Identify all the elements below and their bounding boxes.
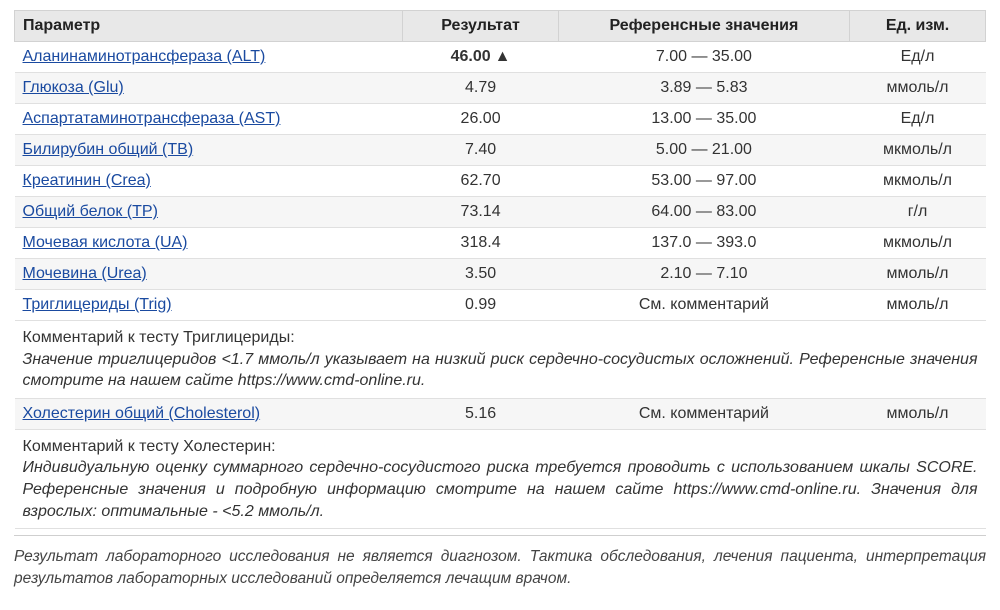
result-cell: 5.16 <box>403 398 558 429</box>
table-row: Общий белок (TP) 73.14 64.00 — 83.00г/л <box>15 197 986 228</box>
param-cell: Аланинаминотрансфераза (ALT) <box>15 42 403 73</box>
result-value: 46.00 <box>451 48 491 65</box>
result-cell: 318.4 <box>403 228 558 259</box>
lab-report-page: Параметр Результат Референсные значения … <box>0 0 1000 610</box>
result-value: 3.50 <box>465 265 496 282</box>
unit-cell: ммоль/л <box>850 259 986 290</box>
unit-cell: ммоль/л <box>850 73 986 104</box>
result-value: 318.4 <box>461 234 501 251</box>
table-header-row: Параметр Результат Референсные значения … <box>15 11 986 42</box>
reference-cell: 13.00 — 35.00 <box>558 104 849 135</box>
table-row: Мочевая кислота (UA) 318.4 137.0 — 393.0мк… <box>15 228 986 259</box>
result-value: 0.99 <box>465 296 496 313</box>
unit-cell: мкмоль/л <box>850 228 986 259</box>
comment-body: Индивидуальную оценку суммарного сердечн… <box>23 457 978 522</box>
result-value: 7.40 <box>465 141 496 158</box>
unit-cell: Ед/л <box>850 104 986 135</box>
param-cell: Глюкоза (Glu) <box>15 73 403 104</box>
unit-cell: ммоль/л <box>850 290 986 321</box>
result-value: 26.00 <box>461 110 501 127</box>
param-cell: Креатинин (Crea) <box>15 166 403 197</box>
result-cell: 0.99 <box>403 290 558 321</box>
lab-results-table: Параметр Результат Референсные значения … <box>14 10 986 529</box>
reference-cell: 5.00 — 21.00 <box>558 135 849 166</box>
result-cell: 4.79 <box>403 73 558 104</box>
param-cell: Аспартатаминотрансфераза (AST) <box>15 104 403 135</box>
param-link[interactable]: Мочевина (Urea) <box>23 265 147 282</box>
comment-body: Значение триглицеридов <1.7 ммоль/л указ… <box>23 349 978 392</box>
param-cell: Триглицериды (Trig) <box>15 290 403 321</box>
param-cell: Общий белок (TP) <box>15 197 403 228</box>
comment-cell: Комментарий к тесту Триглицериды:Значени… <box>15 321 986 399</box>
param-link[interactable]: Триглицериды (Trig) <box>23 296 172 313</box>
table-row: Глюкоза (Glu) 4.79 3.89 — 5.83ммоль/л <box>15 73 986 104</box>
result-cell: 62.70 <box>403 166 558 197</box>
col-header-ref: Референсные значения <box>558 11 849 42</box>
result-cell: 26.00 <box>403 104 558 135</box>
separator-line <box>14 535 986 536</box>
table-row: Аспартатаминотрансфераза (AST) 26.00 13.00… <box>15 104 986 135</box>
col-header-param: Параметр <box>15 11 403 42</box>
col-header-unit: Ед. изм. <box>850 11 986 42</box>
comment-cell: Комментарий к тесту Холестерин:Индивидуа… <box>15 429 986 528</box>
param-cell: Билирубин общий (TB) <box>15 135 403 166</box>
unit-cell: ммоль/л <box>850 398 986 429</box>
table-row: Креатинин (Crea) 62.70 53.00 — 97.00мкмоль… <box>15 166 986 197</box>
reference-cell: См. комментарий <box>558 398 849 429</box>
table-row: Мочевина (Urea) 3.50 2.10 — 7.10ммоль/л <box>15 259 986 290</box>
param-link[interactable]: Аланинаминотрансфераза (ALT) <box>23 48 266 65</box>
param-link[interactable]: Общий белок (TP) <box>23 203 158 220</box>
param-cell: Холестерин общий (Cholesterol) <box>15 398 403 429</box>
reference-cell: 3.89 — 5.83 <box>558 73 849 104</box>
reference-cell: 2.10 — 7.10 <box>558 259 849 290</box>
result-cell: 7.40 <box>403 135 558 166</box>
reference-cell: 64.00 — 83.00 <box>558 197 849 228</box>
param-link[interactable]: Билирубин общий (TB) <box>23 141 194 158</box>
disclaimer-text: Результат лабораторного исследования не … <box>14 546 986 589</box>
reference-cell: 53.00 — 97.00 <box>558 166 849 197</box>
param-cell: Мочевая кислота (UA) <box>15 228 403 259</box>
param-link[interactable]: Глюкоза (Glu) <box>23 79 124 96</box>
result-cell: 46.00▲ <box>403 42 558 73</box>
table-row: Холестерин общий (Cholesterol) 5.16 См. ко… <box>15 398 986 429</box>
param-cell: Мочевина (Urea) <box>15 259 403 290</box>
comment-row: Комментарий к тесту Холестерин:Индивидуа… <box>15 429 986 528</box>
comment-title: Комментарий к тесту Триглицериды: <box>23 327 978 349</box>
unit-cell: Ед/л <box>850 42 986 73</box>
arrow-up-icon: ▲ <box>495 48 511 65</box>
table-row: Аланинаминотрансфераза (ALT)46.00▲7.00 —… <box>15 42 986 73</box>
unit-cell: мкмоль/л <box>850 166 986 197</box>
comment-row: Комментарий к тесту Триглицериды:Значени… <box>15 321 986 399</box>
result-value: 5.16 <box>465 405 496 422</box>
param-link[interactable]: Холестерин общий (Cholesterol) <box>23 405 261 422</box>
unit-cell: г/л <box>850 197 986 228</box>
param-link[interactable]: Аспартатаминотрансфераза (AST) <box>23 110 281 127</box>
unit-cell: мкмоль/л <box>850 135 986 166</box>
result-value: 73.14 <box>461 203 501 220</box>
comment-title: Комментарий к тесту Холестерин: <box>23 436 978 458</box>
table-row: Триглицериды (Trig) 0.99 См. комментариймм… <box>15 290 986 321</box>
param-link[interactable]: Креатинин (Crea) <box>23 172 151 189</box>
param-link[interactable]: Мочевая кислота (UA) <box>23 234 188 251</box>
reference-cell: 137.0 — 393.0 <box>558 228 849 259</box>
result-value: 62.70 <box>461 172 501 189</box>
result-cell: 3.50 <box>403 259 558 290</box>
table-row: Билирубин общий (TB) 7.40 5.00 — 21.00мкмо… <box>15 135 986 166</box>
result-cell: 73.14 <box>403 197 558 228</box>
reference-cell: См. комментарий <box>558 290 849 321</box>
reference-cell: 7.00 — 35.00 <box>558 42 849 73</box>
result-value: 4.79 <box>465 79 496 96</box>
col-header-result: Результат <box>403 11 558 42</box>
